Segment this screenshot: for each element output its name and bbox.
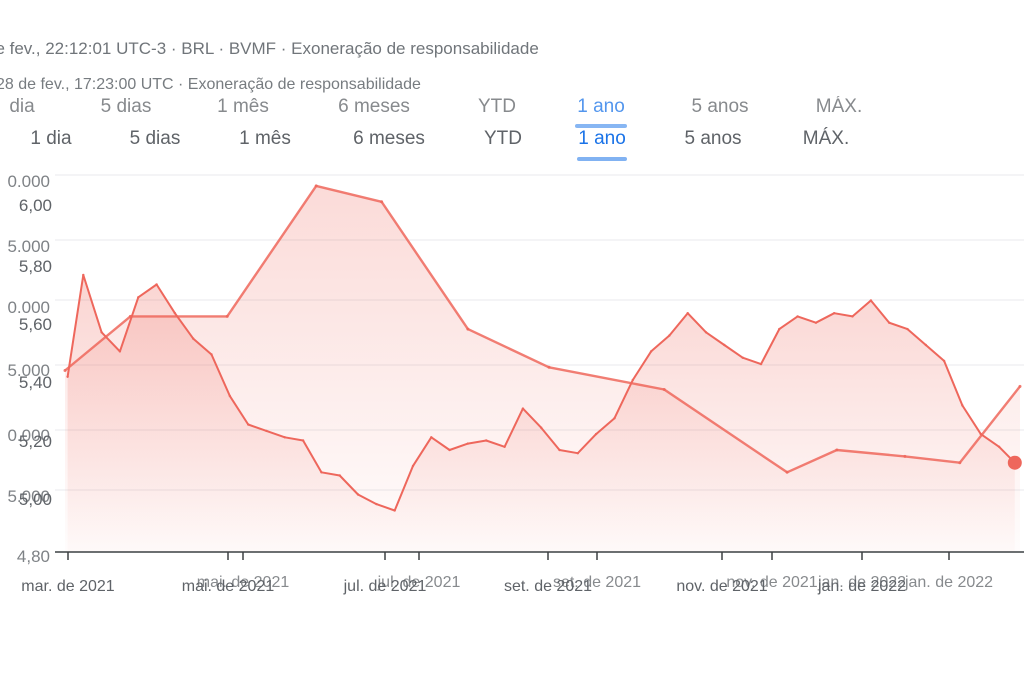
tab-max-back[interactable]: MÁX.	[815, 96, 863, 117]
tab-1-year-back[interactable]: 1 ano	[577, 96, 625, 117]
x-tick-label: jul. de 2021	[343, 578, 427, 595]
area-point-1	[82, 273, 85, 277]
area-point-36	[723, 343, 726, 347]
x-tick-label: mar. de 2021	[21, 578, 115, 595]
y-tick-label: 5,00	[19, 490, 52, 509]
area-point-2	[100, 331, 103, 334]
line-point-11	[958, 461, 962, 465]
range-tabs-front: 1 dia 5 dias 1 mês 6 meses YTD 1 ano 5 a…	[0, 128, 1024, 161]
x-tick-label-back: jul. de 2021	[377, 574, 461, 591]
area-point-45	[888, 321, 891, 324]
y-tick-label: 5,20	[19, 432, 52, 451]
x-tick-label: jan. de 2022	[817, 578, 906, 595]
active-tab-indicator-back	[575, 124, 627, 128]
y-tick-label-back: 0.000	[7, 298, 50, 317]
tab-5-years-back[interactable]: 5 anos	[691, 96, 749, 117]
area-point-5	[155, 283, 158, 286]
x-tick-label-back: jan. de 2022	[904, 574, 993, 591]
area-point-39	[778, 327, 781, 331]
area-point-40	[796, 315, 799, 318]
timestamp-disclaimer-front: 28 de fev., 17:23:00 UTC · Exoneração de…	[0, 76, 421, 93]
line-series-fill	[65, 185, 1020, 552]
x-tick-label-back: jan. de 2022	[817, 574, 906, 591]
line-point-1	[128, 314, 132, 318]
line-point-6	[547, 365, 551, 369]
area-point-47	[924, 343, 927, 347]
area-point-41	[814, 321, 818, 324]
y-tick-label-back: 5.000	[7, 487, 50, 506]
y-tick-label-back: 0.000	[7, 172, 50, 191]
y-tick-label-back: 5.000	[7, 237, 50, 256]
x-tick-label-back: nov. de 2021	[726, 574, 817, 591]
area-point-49	[961, 404, 964, 407]
y-tick-label: 5,60	[19, 315, 52, 334]
area-point-31	[631, 378, 634, 382]
line-point-3	[314, 184, 318, 188]
tab-1-day-back[interactable]: dia	[9, 96, 35, 117]
tab-6-months-back[interactable]: 6 meses	[338, 96, 410, 117]
area-point-6	[173, 312, 177, 315]
area-point-37	[741, 356, 744, 359]
line-point-9	[835, 448, 839, 452]
active-tab-indicator	[577, 157, 627, 161]
tab-1-month-back[interactable]: 1 mês	[217, 96, 269, 117]
x-tick-label-back: set. de 2021	[553, 574, 641, 591]
line-point-4	[380, 200, 384, 204]
area-point-33	[668, 334, 671, 337]
tab-5-years[interactable]: 5 anos	[684, 128, 742, 149]
area-point-48	[942, 359, 946, 363]
line-point-5	[466, 327, 470, 331]
area-point-32	[649, 350, 653, 353]
y-tick-label: 6,00	[19, 196, 52, 215]
x-axis	[55, 551, 1024, 560]
area-point-46	[906, 327, 909, 331]
y-tick-label: 5,40	[19, 373, 52, 392]
y-tick-label: 5,80	[19, 257, 52, 276]
line-point-10	[903, 454, 907, 458]
area-point-34	[686, 312, 689, 315]
tab-ytd[interactable]: YTD	[484, 128, 522, 149]
tab-ytd-back[interactable]: YTD	[478, 96, 516, 117]
x-tick-label: mai. de 2021	[182, 578, 275, 595]
line-point-7	[662, 388, 666, 391]
line-point-12	[1018, 384, 1022, 388]
tab-6-months[interactable]: 6 meses	[353, 128, 425, 149]
line-point-0	[63, 369, 67, 372]
tab-1-year[interactable]: 1 ano	[578, 128, 626, 149]
tab-5-days-back[interactable]: 5 dias	[100, 96, 152, 117]
line-series-layer	[63, 184, 1022, 552]
line-point-2	[225, 314, 229, 318]
area-point-35	[704, 331, 708, 334]
area-point-4	[137, 296, 140, 299]
area-point-38	[759, 362, 763, 366]
x-axis-labels: mai. de 2021 jul. de 2021 set. de 2021 nov.…	[21, 574, 993, 595]
x-tick-label-back: mai. de 2021	[197, 574, 290, 591]
y-tick-label-back: 5.000	[7, 361, 50, 380]
area-point-44	[869, 299, 873, 302]
area-point-42	[833, 312, 836, 315]
y-tick-label-back: 0.000	[7, 426, 50, 445]
area-point-43	[851, 315, 854, 318]
range-tabs-back: dia 5 dias 1 mês 6 meses YTD 1 ano 5 ano…	[0, 96, 1024, 128]
x-tick-label: set. de 2021	[504, 578, 592, 595]
timestamp-disclaimer-back: de fev., 22:12:01 UTC-3 · BRL · BVMF · E…	[0, 39, 539, 58]
y-axis-labels: 0.000 5.000 0.000 5.000 0.000 5.000 4,80 6,00 5,…	[7, 172, 52, 566]
tab-1-day[interactable]: 1 dia	[30, 128, 72, 149]
line-point-8	[785, 470, 789, 474]
y-tick-label-back: 4,80	[17, 547, 50, 566]
tab-5-days[interactable]: 5 dias	[129, 128, 181, 149]
x-tick-label: nov. de 2021	[676, 578, 767, 595]
tab-max[interactable]: MÁX.	[802, 128, 850, 149]
tab-1-month[interactable]: 1 mês	[239, 128, 291, 149]
